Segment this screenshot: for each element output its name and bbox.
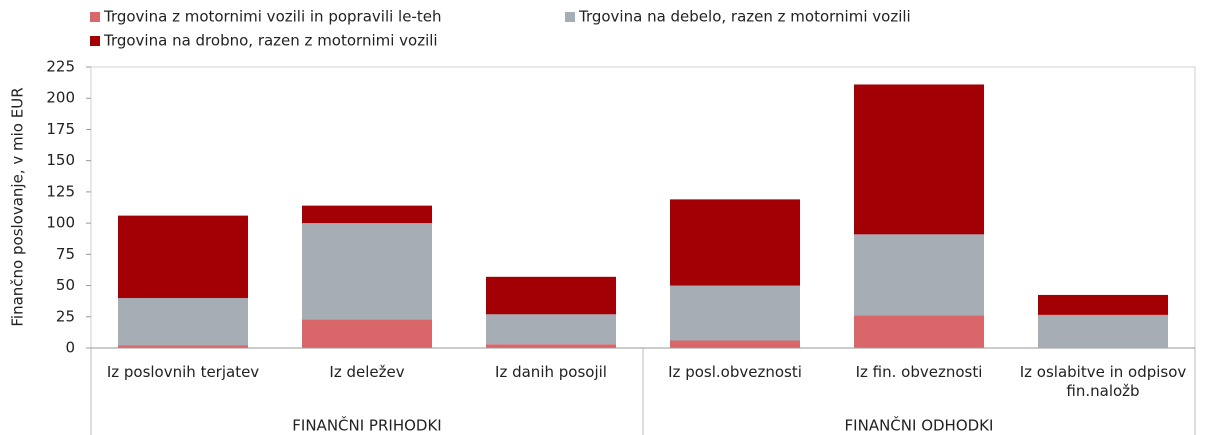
group-label: FINANČNI PRIHODKI	[292, 416, 441, 435]
bar-segment	[118, 298, 248, 346]
y-tick-label: 200	[46, 89, 75, 107]
y-tick-label: 100	[46, 214, 75, 232]
x-tick-label: Iz poslovnih terjatev	[106, 363, 260, 381]
bar-segment	[1038, 314, 1168, 348]
bar-segment	[854, 234, 984, 316]
legend-swatch	[90, 12, 100, 22]
y-tick-label: 50	[56, 276, 75, 294]
bar-segment	[486, 344, 616, 348]
y-axis-title: Finančno poslovanje, v mio EUR	[9, 87, 27, 326]
bar-segment	[118, 215, 248, 299]
bar-segment	[486, 314, 616, 345]
y-tick-label: 225	[46, 58, 75, 76]
legend-label: Trgovina na debelo, razen z motornimi vo…	[578, 8, 911, 26]
y-tick-label: 150	[46, 151, 75, 169]
bar-segment	[302, 205, 432, 224]
bar-segment	[854, 315, 984, 348]
x-tick-label: Iz posl.obveznosti	[668, 363, 802, 381]
bar-segment	[670, 340, 800, 348]
bar-segment	[302, 319, 432, 348]
y-tick-label: 0	[65, 339, 75, 357]
legend-swatch	[90, 36, 100, 46]
group-label: FINANČNI ODHODKI	[845, 416, 994, 435]
bar-segment	[118, 345, 248, 348]
legend-label: Trgovina z motornimi vozili in popravili…	[103, 8, 441, 26]
y-tick-label: 75	[56, 245, 75, 263]
plot-frame	[90, 66, 1196, 349]
x-tick-label: Iz fin. obveznosti	[855, 363, 983, 381]
bar-segment	[854, 84, 984, 235]
y-tick-label: 175	[46, 120, 75, 138]
x-tick-label: Iz deležev	[329, 363, 405, 381]
bar-segment	[1038, 294, 1168, 315]
bar-segment	[486, 276, 616, 315]
x-tick-label: Iz danih posojil	[495, 363, 607, 381]
bar-segment	[302, 223, 432, 320]
y-tick-label: 25	[56, 307, 75, 325]
x-tick-label: Iz oslabitve in odpisov fin.naložb	[1019, 363, 1187, 400]
legend-swatch	[565, 12, 575, 22]
bar-segment	[670, 199, 800, 286]
legend-label: Trgovina na drobno, razen z motornimi vo…	[103, 32, 438, 50]
y-tick-label: 125	[46, 182, 75, 200]
bar-segment	[670, 285, 800, 341]
